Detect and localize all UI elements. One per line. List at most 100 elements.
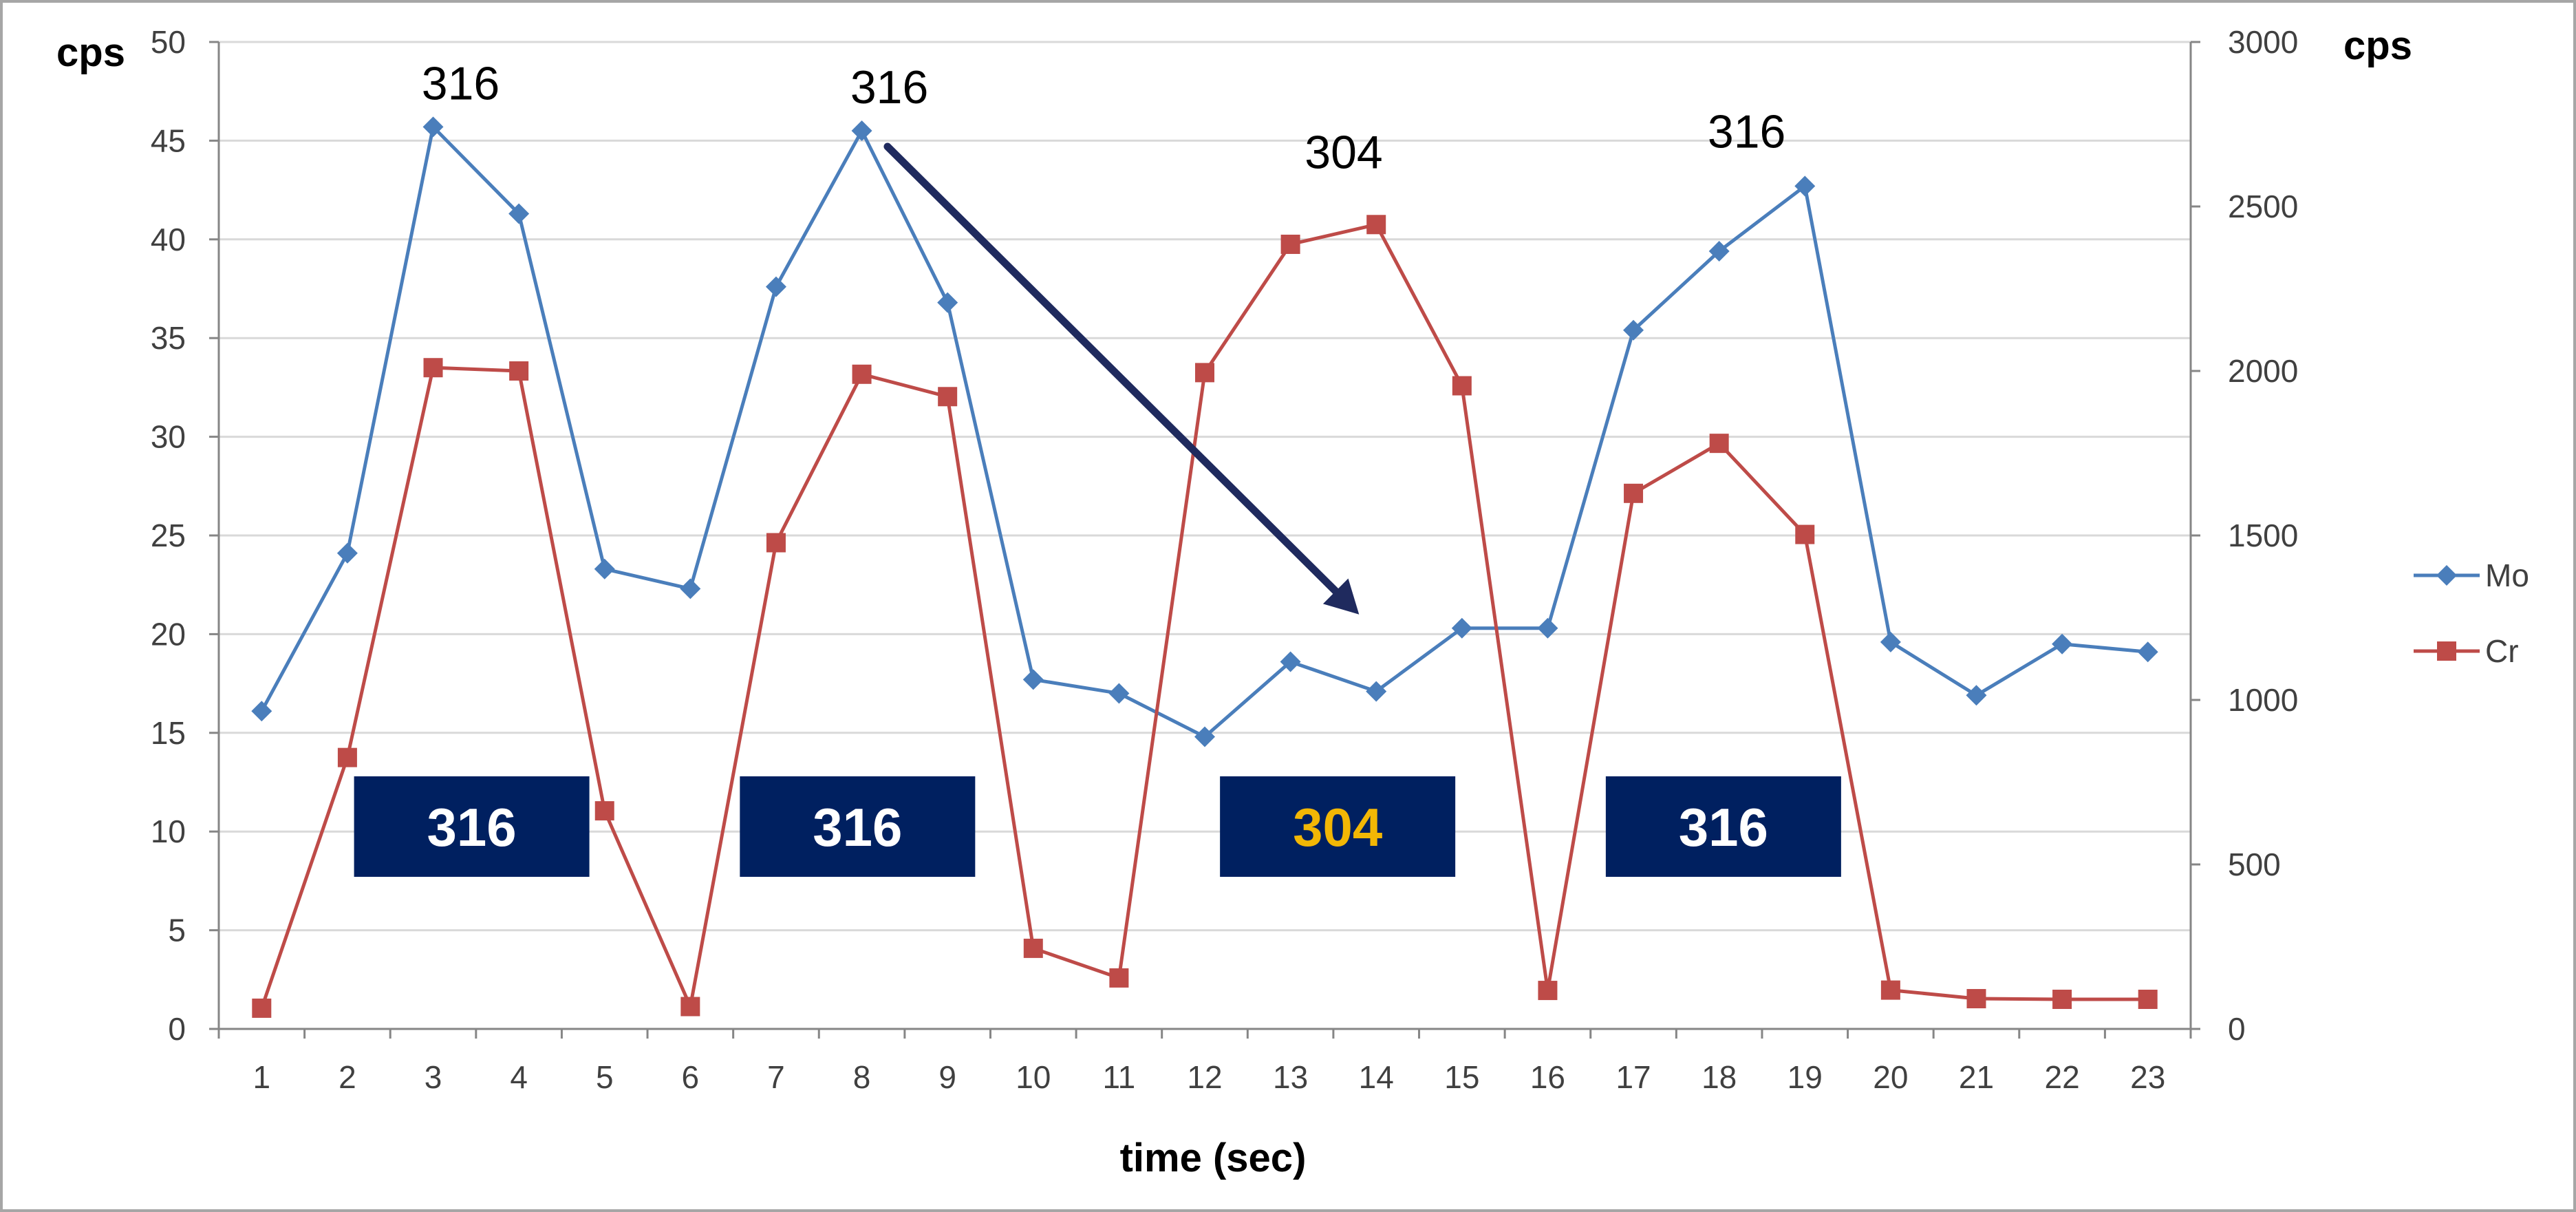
data-point-mo [1966, 685, 1987, 706]
legend: Mo Cr [2414, 557, 2529, 669]
data-point-cr [509, 361, 529, 381]
value-box-label: 316 [813, 797, 902, 858]
data-point-mo [1794, 176, 1816, 197]
x-tick-label: 8 [853, 1059, 871, 1095]
axes: 0510152025303540455005001000150020002500… [56, 23, 2412, 1180]
left-tick-label: 5 [168, 913, 186, 948]
right-tick-label: 2000 [2228, 353, 2298, 389]
x-tick-label: 21 [1959, 1059, 1994, 1095]
data-point-cr [766, 533, 786, 553]
x-tick-label: 13 [1273, 1059, 1308, 1095]
right-tick-label: 3000 [2228, 24, 2298, 60]
data-point-mo [2052, 633, 2073, 655]
data-point-mo [851, 120, 872, 142]
data-point-mo [1708, 241, 1730, 262]
data-point-cr [1452, 376, 1472, 396]
x-tick-label: 18 [1702, 1059, 1737, 1095]
value-box [354, 776, 590, 877]
value-box [1220, 776, 1456, 877]
data-point-mo [1108, 683, 1130, 704]
legend-label: Mo [2485, 557, 2529, 593]
peak-label: 304 [1305, 126, 1382, 178]
data-point-mo [1366, 681, 1387, 702]
series [251, 116, 2158, 1018]
trend-arrowhead [1322, 578, 1360, 615]
x-tick-label: 3 [425, 1059, 442, 1095]
peak-label: 316 [422, 57, 500, 109]
data-point-mo [765, 276, 786, 297]
x-tick-label: 1 [253, 1059, 271, 1095]
data-point-mo [680, 578, 701, 599]
x-tick-label: 5 [596, 1059, 614, 1095]
data-point-mo [1880, 631, 1901, 652]
data-point-cr [1023, 938, 1043, 958]
data-point-mo [2137, 641, 2158, 663]
data-point-cr [1880, 980, 1900, 1000]
peak-label: 316 [850, 61, 928, 114]
left-axis-title: cps [56, 30, 125, 75]
data-point-mo [251, 701, 272, 722]
data-point-mo [937, 292, 958, 313]
peak-label: 316 [1708, 105, 1785, 158]
data-point-cr [1795, 524, 1815, 544]
x-tick-label: 7 [767, 1059, 785, 1095]
x-tick-label: 19 [1788, 1059, 1823, 1095]
x-tick-label: 16 [1530, 1059, 1565, 1095]
legend-marker [2436, 565, 2457, 586]
right-tick-label: 0 [2228, 1011, 2246, 1047]
data-point-mo [422, 116, 444, 138]
data-point-mo [336, 542, 358, 564]
x-tick-label: 10 [1016, 1059, 1051, 1095]
data-point-mo [1451, 617, 1472, 639]
legend-marker [2437, 641, 2456, 661]
data-point-mo [1194, 726, 1215, 747]
value-box-label: 316 [427, 797, 517, 858]
x-tick-label: 15 [1444, 1059, 1479, 1095]
data-point-mo [1022, 669, 1044, 690]
data-point-cr [1109, 968, 1129, 988]
data-point-mo [1537, 617, 1558, 639]
x-tick-label: 4 [510, 1059, 528, 1095]
x-tick-label: 22 [2045, 1059, 2080, 1095]
right-tick-label: 1000 [2228, 682, 2298, 718]
data-point-cr [2052, 989, 2072, 1009]
data-point-cr [680, 997, 700, 1017]
x-tick-label: 14 [1359, 1059, 1394, 1095]
data-point-cr [423, 358, 443, 378]
x-tick-label: 6 [682, 1059, 700, 1095]
data-point-cr [1280, 234, 1300, 254]
data-point-mo [508, 203, 530, 224]
x-tick-label: 9 [938, 1059, 956, 1095]
left-tick-label: 0 [168, 1011, 186, 1047]
data-point-cr [1966, 989, 1986, 1009]
x-tick-label: 17 [1616, 1059, 1651, 1095]
data-point-mo [1623, 319, 1644, 341]
left-tick-label: 40 [151, 222, 186, 257]
data-point-mo [594, 558, 615, 580]
data-point-cr [337, 747, 357, 767]
left-tick-label: 20 [151, 616, 186, 652]
value-box [1605, 776, 1841, 877]
data-point-cr [852, 364, 872, 384]
x-tick-label: 11 [1103, 1059, 1136, 1095]
data-point-cr [938, 387, 958, 407]
left-tick-label: 10 [151, 814, 186, 849]
data-point-cr [1538, 981, 1558, 1001]
legend-label: Cr [2485, 633, 2519, 669]
x-axis-title: time (sec) [1120, 1136, 1307, 1180]
x-tick-label: 2 [339, 1059, 356, 1095]
right-tick-label: 1500 [2228, 518, 2298, 553]
left-tick-label: 25 [151, 518, 186, 553]
data-point-cr [252, 998, 272, 1018]
left-tick-label: 30 [151, 419, 186, 455]
data-point-cr [1709, 434, 1729, 454]
value-box-label: 316 [1679, 797, 1768, 858]
x-tick-label: 23 [2130, 1059, 2165, 1095]
data-point-cr [594, 801, 614, 821]
left-tick-label: 50 [151, 24, 186, 60]
value-box [740, 776, 976, 877]
data-point-cr [1366, 215, 1386, 235]
right-tick-label: 500 [2228, 847, 2281, 882]
